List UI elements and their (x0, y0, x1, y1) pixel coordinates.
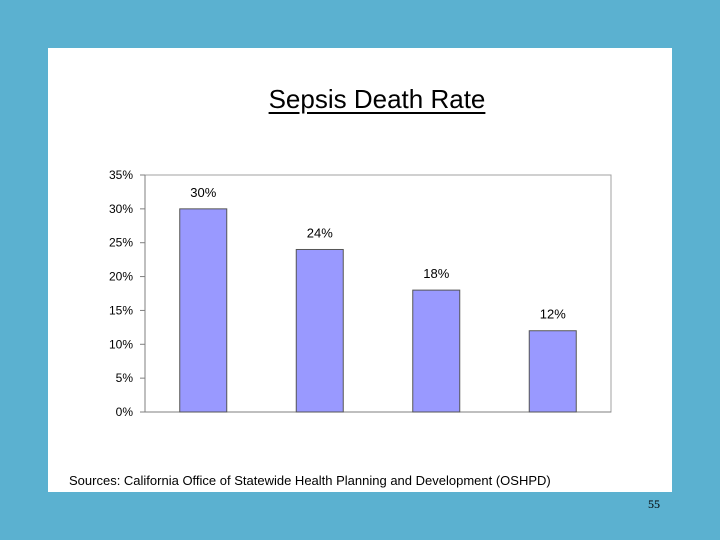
y-tick-label: 15% (109, 303, 133, 317)
bar-data-label: 30% (190, 185, 216, 200)
bars (179, 208, 577, 413)
bar (295, 248, 344, 413)
bar (528, 330, 577, 413)
chart-title: Sepsis Death Rate (268, 84, 486, 114)
source-note: Sources: California Office of Statewide … (69, 473, 551, 488)
y-tick-label: 25% (109, 236, 133, 250)
bar-data-label: 12% (540, 307, 566, 322)
bar-data-label: 18% (423, 266, 449, 281)
y-tick-label: 30% (109, 202, 133, 216)
bar-data-label: 24% (307, 225, 333, 240)
y-tick-label: 0% (116, 405, 134, 419)
y-tick-label: 5% (116, 371, 134, 385)
bar (179, 208, 228, 413)
data-labels: 30% 24% 18% 12% (190, 185, 566, 322)
page-number: 55 (648, 497, 660, 511)
bar (412, 289, 461, 413)
y-tick-label: 20% (109, 270, 133, 284)
y-tick-label: 35% (109, 168, 133, 182)
slide-panel (48, 48, 672, 492)
y-ticks: 0% 5% 10% 15% 20% 25% 30% 35% (109, 168, 145, 419)
y-tick-label: 10% (109, 337, 133, 351)
